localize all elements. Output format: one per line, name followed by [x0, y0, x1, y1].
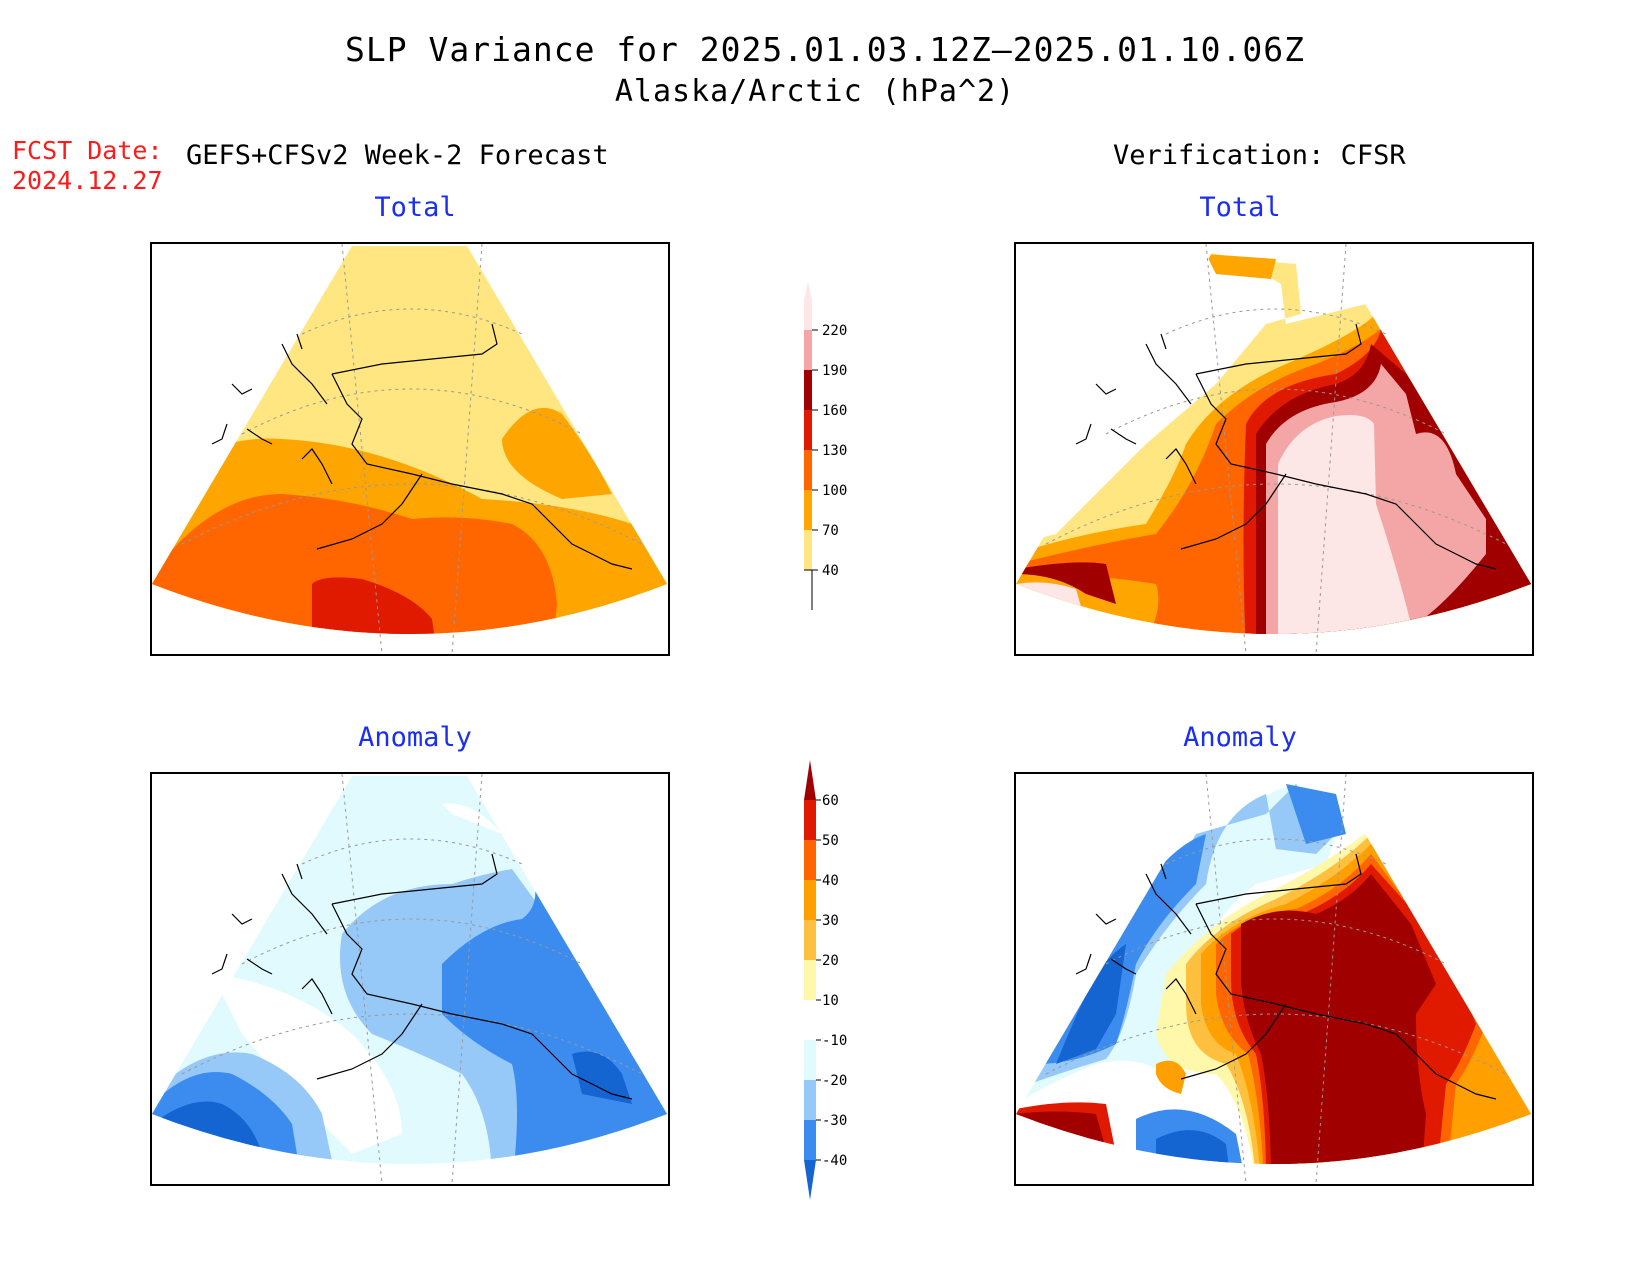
colorbar-anomaly-swatch: [804, 800, 816, 840]
chart-subtitle: Alaska/Arctic (hPa^2): [614, 74, 1016, 109]
colorbar-total-swatch: [804, 282, 812, 330]
map-panel-total-verification: [1014, 242, 1534, 656]
colorbar-anomaly-swatch: [804, 1080, 816, 1120]
colorbar-anomaly-tick-label: 20: [822, 953, 839, 969]
colorbar-anomaly-tick-label: 30: [822, 913, 839, 929]
panel-title-total-forecast: Total: [374, 192, 456, 223]
colorbar-anomaly-swatch: [804, 840, 816, 880]
colorbar-total: 40 70 100 130 160 190 220: [804, 282, 847, 610]
colorbar-total-swatch: [804, 410, 812, 450]
map-panel-anomaly-verification: [1014, 772, 1534, 1186]
coastline: [1075, 323, 1497, 570]
coastline: [211, 853, 633, 1100]
chart-title: SLP Variance for 2025.01.03.12Z–2025.01.…: [345, 30, 1305, 69]
colorbar-total-tick-label: 70: [822, 523, 839, 539]
colorbar-total-tick-label: 190: [822, 363, 847, 379]
fcst-date-label: FCST Date:: [12, 136, 163, 165]
colorbar-anomaly-top-arrow: [804, 760, 816, 800]
colorbar-anomaly-tick-label: 40: [822, 873, 839, 889]
fcst-date-value: 2024.12.27: [12, 166, 163, 195]
colorbar-anomaly-swatch: [804, 1120, 816, 1160]
colorbar-anomaly-swatch: [804, 920, 816, 960]
colorbar-total-tick-label: 130: [822, 443, 847, 459]
colorbar-anomaly-tick-label: -20: [822, 1073, 847, 1089]
colorbar-total-swatch: [804, 490, 812, 530]
colorbar-total-swatch: [804, 450, 812, 490]
colorbar-anomaly: -40 -30 -20 -10 10 20 30 40 50 60: [804, 760, 847, 1200]
colorbar-total-swatch: [804, 370, 812, 410]
contour-fill-above-220: [1278, 415, 1411, 634]
forecast-header: GEFS+CFSv2 Week-2 Forecast: [186, 140, 609, 171]
colorbar-anomaly-tick-label: 50: [822, 833, 839, 849]
colorbar-total-tick-label: 220: [822, 323, 847, 339]
colorbar-total-tick-label: 160: [822, 403, 847, 419]
colorbar-total-tick-label: 100: [822, 483, 847, 499]
contour-fill-above-60: [1241, 874, 1436, 1164]
colorbar-total-swatch: [804, 330, 812, 370]
contour-fill-minus40-minus30: [442, 874, 667, 1164]
colorbar-anomaly-tick-label: 10: [822, 993, 839, 1009]
coastline: [211, 323, 633, 570]
verification-header: Verification: CFSR: [1113, 140, 1406, 171]
colorbar-anomaly-swatch: [804, 1040, 816, 1080]
map-panel-anomaly-forecast: [150, 772, 670, 1186]
contour-fill-100-130: [152, 494, 557, 634]
panel-title-anomaly-verification: Anomaly: [1183, 722, 1297, 753]
contour-fill-below-minus40: [1056, 944, 1126, 1064]
colorbar-anomaly-tick-label: -40: [822, 1153, 847, 1169]
contour-fill-near-zero: [212, 974, 402, 1154]
colorbar-anomaly-swatch: [804, 1000, 816, 1040]
contour-fill-70-100-east: [502, 407, 612, 499]
colorbar-anomaly-tick-label: 60: [822, 793, 839, 809]
colorbar-total-swatch: [804, 530, 812, 570]
colorbar-anomaly-tick-label: -30: [822, 1113, 847, 1129]
panel-title-anomaly-forecast: Anomaly: [358, 722, 472, 753]
colorbar-anomaly-swatch: [804, 960, 816, 1000]
colorbar-anomaly-tick-label: -10: [822, 1033, 847, 1049]
colorbar-total-tick-label: 40: [822, 563, 839, 579]
colorbar-total-bottom-arrow: [804, 569, 813, 610]
colorbar-anomaly-swatch: [804, 880, 816, 920]
panel-title-total-verification: Total: [1199, 192, 1281, 223]
contour-fill-130-160: [312, 577, 437, 634]
colorbar-anomaly-bottom-arrow: [804, 1160, 816, 1200]
map-panel-total-forecast: [150, 242, 670, 656]
coastline: [1075, 853, 1497, 1100]
